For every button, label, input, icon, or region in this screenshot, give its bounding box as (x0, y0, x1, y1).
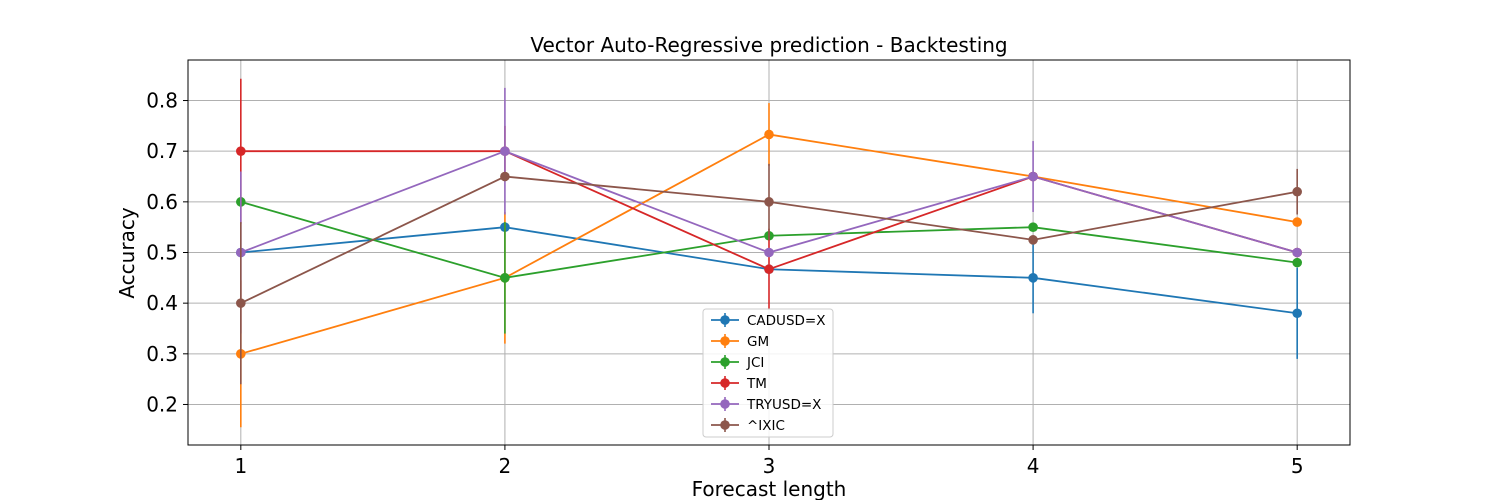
legend-label: CADUSD=X (747, 313, 825, 329)
legend-marker (720, 420, 730, 430)
legend-item: TRYUSD=X (711, 397, 821, 413)
y-tick-label: 0.2 (146, 392, 178, 416)
legend: CADUSD=X GM JCI TM TRYUSD=X ^IXIC (702, 308, 834, 438)
x-tick-label: 1 (234, 454, 247, 478)
x-tick-label: 4 (1027, 454, 1040, 478)
ticks: 1 2 3 4 5 0.2 0.3 0.4 0.5 0.6 0.7 0.8 (146, 89, 1303, 478)
y-tick-label: 0.7 (146, 139, 178, 163)
data-point (1028, 273, 1038, 283)
data-point (500, 171, 510, 182)
data-point (1292, 186, 1302, 197)
data-point (236, 146, 246, 156)
y-tick-label: 0.5 (146, 241, 178, 265)
series-group (236, 163, 1302, 385)
y-axis-label: Accuracy (115, 207, 139, 298)
y-tick-label: 0.8 (146, 89, 178, 113)
legend-marker (720, 399, 730, 409)
data-point (500, 273, 510, 283)
data-point (1292, 308, 1302, 319)
data-point (500, 146, 510, 156)
legend-item: ^IXIC (711, 418, 785, 434)
legend-label: GM (747, 334, 769, 350)
data-point (1292, 217, 1302, 227)
x-axis-label: Forecast length (692, 477, 847, 500)
legend-item: JCI (711, 355, 764, 371)
data-point (1292, 257, 1302, 268)
legend-item: CADUSD=X (711, 313, 825, 329)
data-point (1028, 222, 1038, 232)
legend-label: JCI (746, 355, 764, 371)
legend-marker (720, 357, 730, 367)
data-point (764, 129, 774, 140)
data-point (1292, 247, 1302, 258)
data-point (764, 264, 774, 275)
legend-item: GM (711, 334, 769, 350)
data-point (1028, 235, 1038, 245)
x-tick-label: 3 (763, 454, 776, 478)
chart-title: Vector Auto-Regressive prediction - Back… (530, 33, 1007, 57)
legend-item: TM (711, 376, 767, 392)
legend-marker (720, 378, 730, 388)
legend-label: ^IXIC (747, 418, 785, 434)
legend-marker (720, 315, 730, 325)
y-tick-label: 0.4 (146, 291, 178, 315)
series-layer (236, 78, 1302, 428)
data-point (764, 197, 774, 207)
data-point (1028, 171, 1038, 182)
x-tick-label: 5 (1291, 454, 1304, 478)
data-point (764, 247, 774, 258)
legend-label: TRYUSD=X (746, 397, 821, 413)
x-tick-label: 2 (499, 454, 512, 478)
legend-label: TM (746, 376, 767, 392)
data-point (236, 298, 246, 308)
y-tick-label: 0.6 (146, 190, 178, 214)
y-tick-label: 0.3 (146, 342, 178, 366)
legend-marker (720, 336, 730, 346)
